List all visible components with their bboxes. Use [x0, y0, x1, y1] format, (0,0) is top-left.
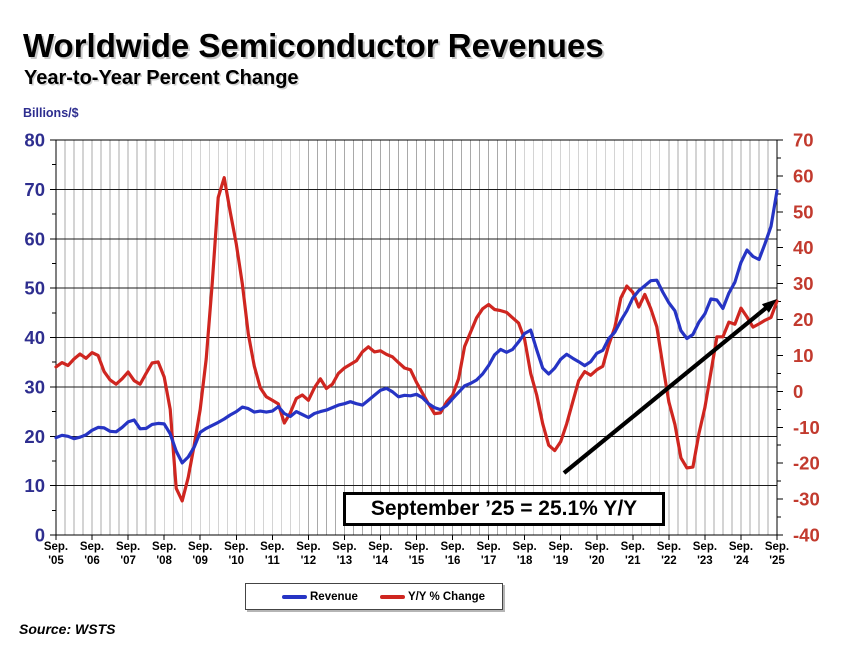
yoy-line-swatch	[379, 594, 405, 599]
right-tick-label: 10	[793, 345, 814, 366]
right-tick-label: -10	[793, 417, 820, 438]
x-tick-month: Sep.	[585, 541, 609, 553]
x-tick-month: Sep.	[621, 541, 645, 553]
x-tick-month: Sep.	[152, 541, 176, 553]
x-tick-month: Sep.	[693, 541, 717, 553]
right-tick-label: -40	[793, 525, 820, 546]
x-tick-year: '05	[48, 555, 64, 567]
x-tick-year: '06	[84, 555, 100, 567]
page-title: Worldwide Semiconductor Revenues	[23, 27, 604, 64]
x-tick-year: '17	[481, 555, 497, 567]
page-subtitle: Year-to-Year Percent Change	[24, 67, 299, 89]
legend-label-revenue: Revenue	[310, 590, 358, 603]
x-tick-year: '22	[661, 555, 677, 567]
x-tick-year: '18	[517, 555, 533, 567]
x-tick-year: '23	[697, 555, 713, 567]
right-tick-label: -20	[793, 453, 820, 474]
x-tick-year: '16	[445, 555, 461, 567]
x-tick-year: '14	[373, 555, 389, 567]
x-tick-month: Sep.	[549, 541, 573, 553]
source-note: Source: WSTS	[19, 621, 116, 637]
yoy-line	[54, 176, 779, 503]
x-tick-month: Sep.	[440, 541, 464, 553]
left-tick-label: 70	[24, 179, 45, 200]
x-tick-month: Sep.	[188, 541, 212, 553]
x-tick-year: '25	[769, 555, 785, 567]
x-tick-month: Sep.	[404, 541, 428, 553]
x-tick-year: '13	[337, 555, 353, 567]
x-tick-year: '15	[409, 555, 425, 567]
x-tick-year: '07	[120, 555, 136, 567]
revenue-line	[54, 189, 779, 465]
left-axis-title: Billions/$	[23, 106, 79, 120]
september-callout: September ’25 = 25.1% Y/Y	[343, 492, 665, 526]
x-tick-year: '24	[733, 555, 749, 567]
x-tick-month: Sep.	[260, 541, 284, 553]
x-tick-year: '11	[265, 555, 280, 567]
x-tick-month: Sep.	[368, 541, 392, 553]
legend-label-yoy: Y/Y % Change	[407, 590, 486, 603]
right-tick-label: 60	[793, 165, 814, 186]
left-tick-label: 0	[35, 525, 45, 546]
x-tick-year: '19	[553, 555, 569, 567]
x-tick-month: Sep.	[44, 541, 68, 553]
x-tick-month: Sep.	[476, 541, 500, 553]
revenue-line-swatch	[282, 594, 307, 599]
x-tick-year: '09	[192, 555, 208, 567]
left-tick-label: 20	[24, 426, 45, 447]
x-tick-year: '21	[625, 555, 641, 567]
x-tick-month: Sep.	[116, 541, 140, 553]
x-tick-month: Sep.	[657, 541, 681, 553]
left-tick-label: 10	[24, 475, 45, 496]
right-tick-label: -30	[793, 489, 820, 510]
right-tick-label: 30	[793, 273, 814, 294]
x-tick-month: Sep.	[332, 541, 356, 553]
left-tick-label: 60	[24, 228, 45, 249]
right-tick-label: 40	[793, 237, 814, 258]
x-tick-month: Sep.	[512, 541, 536, 553]
x-tick-month: Sep.	[765, 541, 789, 553]
x-tick-month: Sep.	[80, 541, 104, 553]
x-tick-year: '12	[301, 555, 317, 567]
left-tick-label: 30	[24, 376, 45, 397]
x-tick-year: '08	[156, 555, 172, 567]
right-tick-label: 70	[793, 130, 814, 151]
right-tick-label: 0	[793, 381, 803, 402]
axis-ticks	[50, 139, 783, 540]
left-axis-labels: 0 10 20 30 40 50 60 70 80	[24, 130, 45, 546]
left-tick-label: 80	[24, 130, 45, 151]
x-axis-labels: Sep. '05 Sep. '06 Sep. '07 Sep. '08 Sep. '09 Sep. '…	[44, 541, 789, 567]
x-tick-year: '10	[229, 555, 245, 567]
trend-arrow	[562, 299, 777, 475]
left-tick-label: 40	[24, 327, 45, 348]
x-tick-year: '20	[589, 555, 605, 567]
left-tick-label: 50	[24, 278, 45, 299]
legend: Revenue Y/Y % Change	[245, 583, 503, 610]
right-axis-labels: 70 60 50 40 30 20 10 0 -10 -20 -30 -40	[793, 130, 820, 546]
x-tick-month: Sep.	[296, 541, 320, 553]
x-tick-month: Sep.	[224, 541, 248, 553]
right-tick-label: 50	[793, 201, 814, 222]
x-tick-month: Sep.	[729, 541, 753, 553]
right-tick-label: 20	[793, 309, 814, 330]
